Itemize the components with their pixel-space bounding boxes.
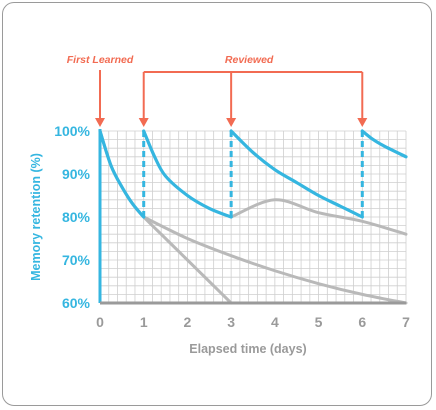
chart-frame: [2, 2, 432, 406]
first-learned-label: First Learned: [67, 54, 134, 66]
y-tick-label: 80%: [62, 209, 91, 225]
y-tick-label: 100%: [54, 123, 90, 139]
y-tick-label: 90%: [62, 166, 91, 182]
arrow-head: [357, 118, 368, 127]
axes: [98, 129, 406, 305]
retention-curve: [142, 129, 233, 219]
forgetting-curve: [229, 198, 408, 236]
annotations: First Learned Reviewed: [67, 54, 368, 127]
x-tick-label: 7: [402, 314, 410, 330]
retention-curve: [360, 129, 408, 159]
tick-labels: 0 1 2 3 4 5 6 7 60% 70% 80% 90% 100%: [54, 123, 410, 330]
y-tick-label: 60%: [62, 295, 91, 311]
x-axis-label: Elapsed time (days): [189, 342, 306, 356]
forgetting-curve: [142, 215, 408, 305]
x-tick-label: 2: [184, 314, 192, 330]
retention-curve: [229, 129, 364, 219]
x-tick-label: 3: [227, 314, 235, 330]
x-tick-label: 1: [140, 314, 148, 330]
x-tick-label: 6: [358, 314, 366, 330]
retention-curve: [98, 129, 146, 219]
y-tick-label: 70%: [62, 252, 91, 268]
arrow-head: [138, 118, 149, 127]
x-tick-label: 0: [96, 314, 104, 330]
y-axis-label: Memory retention (%): [29, 153, 43, 281]
x-tick-label: 4: [271, 314, 279, 330]
x-tick-label: 5: [315, 314, 323, 330]
arrow-head: [95, 118, 105, 127]
series-lines: [98, 129, 408, 305]
reviewed-label: Reviewed: [225, 54, 274, 66]
arrow-head: [226, 118, 237, 127]
